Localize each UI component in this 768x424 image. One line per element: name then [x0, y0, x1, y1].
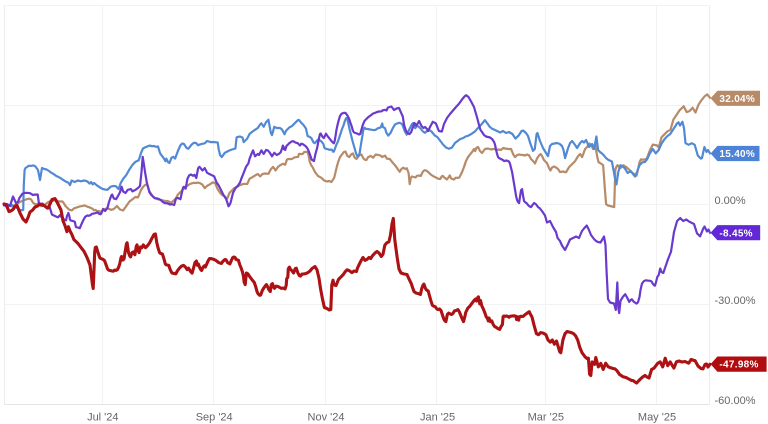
svg-text:-47.98%: -47.98%: [719, 360, 758, 371]
svg-text:Jul '24: Jul '24: [87, 412, 118, 424]
svg-text:May '25: May '25: [638, 412, 676, 424]
svg-text:Sep '24: Sep '24: [196, 412, 233, 424]
svg-text:Nov '24: Nov '24: [308, 412, 345, 424]
svg-text:Mar '25: Mar '25: [528, 412, 564, 424]
svg-text:-30.00%: -30.00%: [715, 295, 756, 307]
svg-text:Jan '25: Jan '25: [420, 412, 455, 424]
svg-text:0.00%: 0.00%: [715, 195, 746, 207]
svg-text:-60.00%: -60.00%: [715, 395, 756, 407]
svg-text:32.04%: 32.04%: [719, 94, 755, 105]
svg-text:15.40%: 15.40%: [719, 149, 755, 160]
svg-text:-8.45%: -8.45%: [719, 228, 753, 239]
